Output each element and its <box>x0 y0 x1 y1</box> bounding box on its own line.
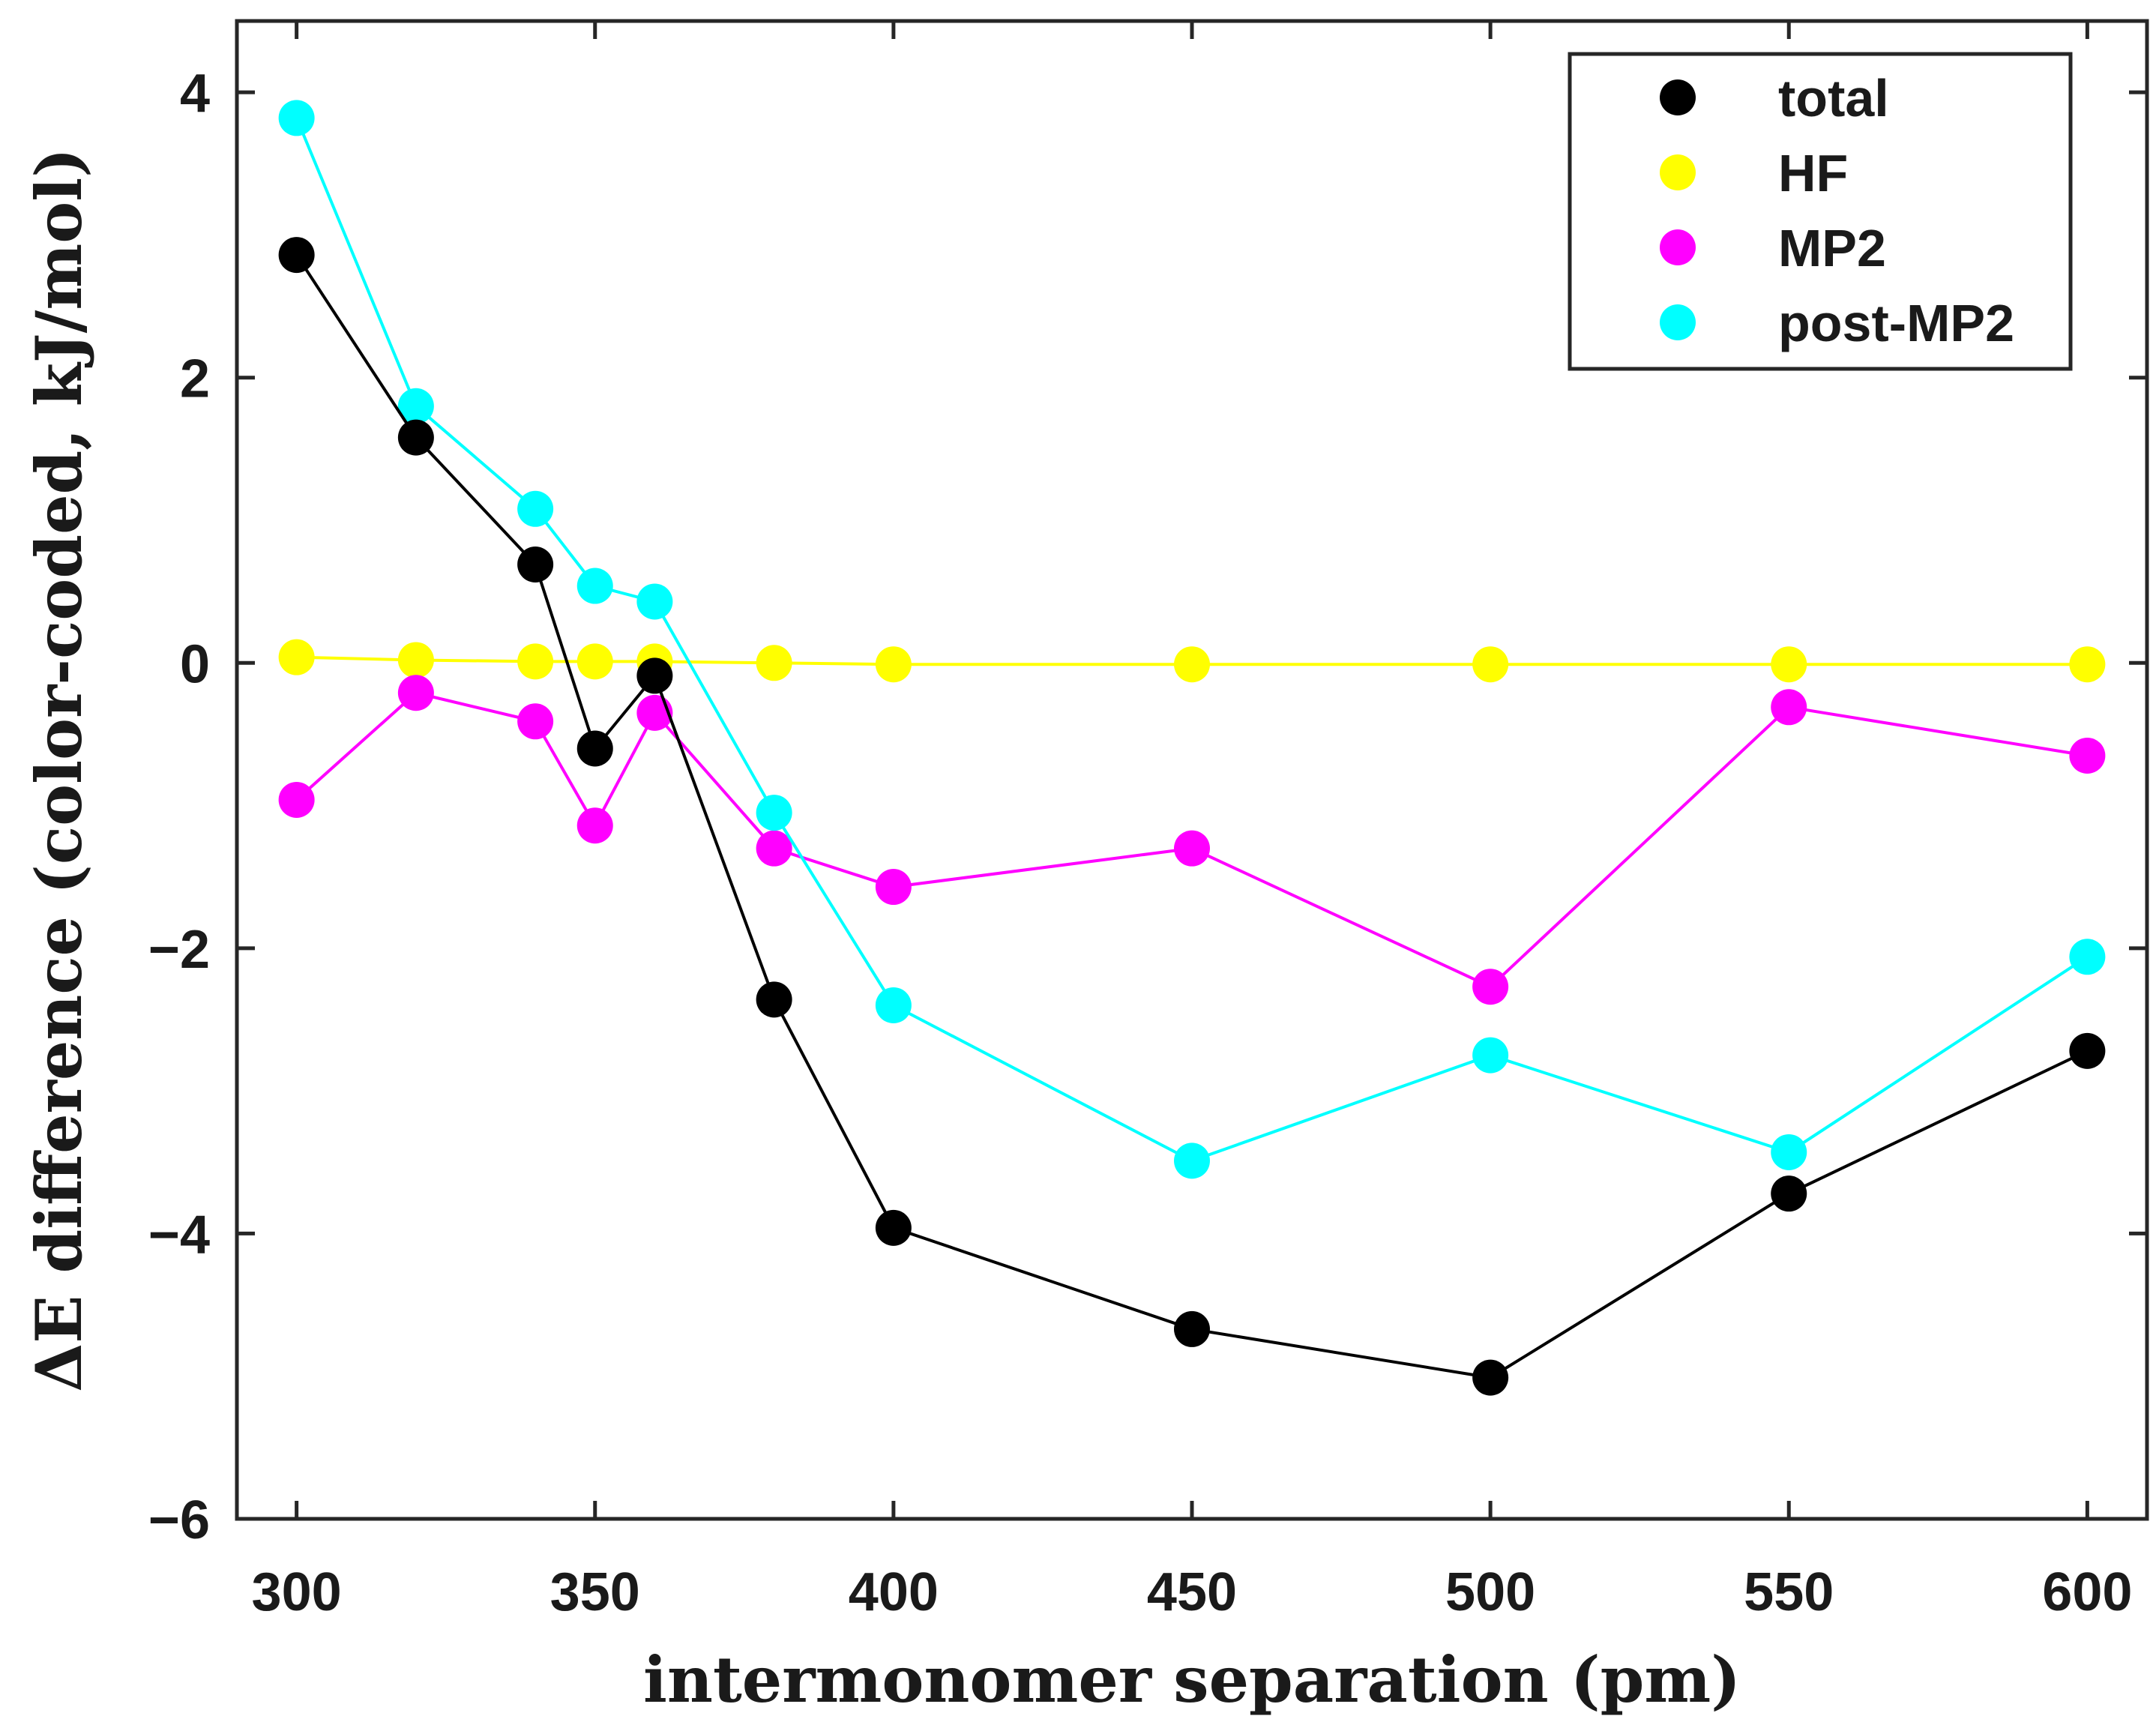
data-point-total <box>576 730 613 767</box>
legend-marker-mp2 <box>1660 229 1696 265</box>
data-point-post-mp2 <box>636 583 673 620</box>
y-tick-label: 0 <box>180 634 210 694</box>
data-point-post-mp2 <box>756 795 792 831</box>
data-point-post-mp2 <box>1771 1134 1807 1170</box>
data-point-total <box>517 546 554 582</box>
data-point-mp2 <box>875 869 912 906</box>
data-point-mp2 <box>756 830 792 867</box>
data-point-hf <box>1174 646 1210 683</box>
data-point-hf <box>517 643 554 680</box>
legend-label-post-mp2: post-MP2 <box>1778 294 2014 352</box>
legend-marker-hf <box>1660 154 1696 190</box>
series-mp2 <box>278 675 2106 1005</box>
data-point-mp2 <box>278 781 315 818</box>
data-point-post-mp2 <box>517 490 554 527</box>
x-tick-label: 500 <box>1445 1562 1535 1622</box>
x-tick-label: 550 <box>1744 1562 1834 1622</box>
x-axis-label: intermonomer separation (pm) <box>643 1643 1741 1717</box>
data-point-hf <box>1771 646 1807 683</box>
ticks-layer: 300 350 400 450 500 550 600 −6 −4 −2 0 2 4 <box>148 21 2147 1622</box>
data-point-mp2 <box>2069 737 2106 774</box>
data-point-total <box>1174 1310 1210 1347</box>
data-point-hf <box>278 639 315 675</box>
data-point-post-mp2 <box>1174 1143 1210 1179</box>
data-point-hf <box>576 643 613 680</box>
data-point-total <box>875 1209 912 1246</box>
data-point-post-mp2 <box>1472 1037 1509 1074</box>
data-point-hf <box>875 646 912 683</box>
y-axis-label-rest: difference (color-coded, kJ/mol) <box>22 148 96 1295</box>
legend-marker-total <box>1660 79 1696 115</box>
x-tick-label: 300 <box>252 1562 342 1622</box>
y-axis-label-delta: ΔE <box>22 1295 96 1392</box>
series-hf <box>278 639 2106 683</box>
data-point-post-mp2 <box>2069 939 2106 975</box>
y-tick-label: −2 <box>148 920 210 980</box>
data-point-mp2 <box>397 675 434 711</box>
series-total <box>278 237 2106 1396</box>
legend-box <box>1568 52 2073 371</box>
y-tick-label: −4 <box>148 1205 210 1265</box>
data-point-hf <box>2069 646 2106 683</box>
x-tick-label: 350 <box>550 1562 640 1622</box>
data-point-mp2 <box>1472 969 1509 1005</box>
y-tick-label: 4 <box>180 64 210 124</box>
data-point-total <box>397 419 434 456</box>
data-point-post-mp2 <box>576 568 613 604</box>
y-tick-label: −6 <box>148 1490 210 1550</box>
data-point-post-mp2 <box>278 100 315 136</box>
data-point-total <box>2069 1032 2106 1069</box>
data-point-post-mp2 <box>397 388 434 424</box>
legend-label-total: total <box>1778 69 1889 127</box>
data-point-total <box>278 237 315 274</box>
x-tick-label: 600 <box>2042 1562 2132 1622</box>
data-point-mp2 <box>1174 830 1210 867</box>
data-point-mp2 <box>517 703 554 740</box>
data-point-mp2 <box>1771 689 1807 726</box>
legend: total HF MP2 post-MP2 <box>1568 52 2073 371</box>
series-post-mp2 <box>278 100 2106 1179</box>
legend-label-mp2: MP2 <box>1778 219 1886 277</box>
data-point-total <box>1472 1359 1509 1396</box>
data-point-hf <box>756 645 792 681</box>
legend-label-hf: HF <box>1778 144 1848 202</box>
data-point-hf <box>397 642 434 678</box>
data-point-total <box>756 981 792 1018</box>
y-tick-label: 2 <box>180 349 210 409</box>
y-axis-label: ΔE difference (color-coded, kJ/mol) <box>22 148 96 1392</box>
data-point-total <box>1771 1175 1807 1212</box>
data-point-mp2 <box>576 807 613 844</box>
data-point-post-mp2 <box>875 987 912 1023</box>
data-point-hf <box>1472 646 1509 683</box>
legend-marker-post-mp2 <box>1660 304 1696 340</box>
series-layer <box>278 100 2106 1396</box>
data-point-total <box>636 657 673 694</box>
x-tick-label: 400 <box>849 1562 939 1622</box>
x-tick-label: 450 <box>1147 1562 1237 1622</box>
